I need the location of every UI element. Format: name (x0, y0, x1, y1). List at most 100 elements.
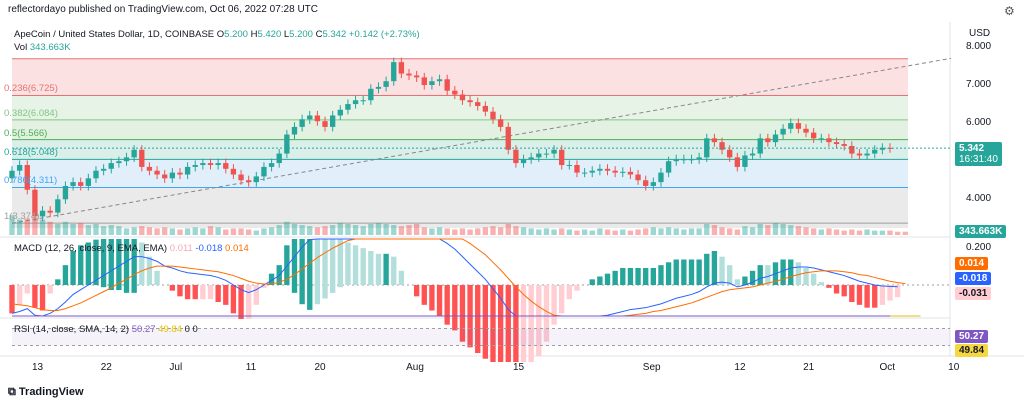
candle-body (833, 142, 840, 145)
candle-body (100, 168, 107, 171)
time-tick-label: 21 (803, 362, 815, 373)
candle-body (780, 128, 786, 135)
candle-body (810, 132, 817, 139)
macd-histogram-bar (879, 285, 886, 305)
rsi-title: RSI (14, close, SMA, 14, 2) (14, 324, 130, 335)
volume-bar (398, 226, 405, 235)
fib-zone (12, 187, 908, 228)
macd-histogram-bar (841, 285, 847, 297)
candle-body (177, 172, 183, 175)
trendline (11, 57, 952, 224)
volume-bar (528, 228, 534, 235)
macd-histogram-bar (337, 239, 343, 288)
macd-histogram-bar (383, 253, 389, 285)
macd-histogram-bar (70, 250, 76, 285)
macd-histogram-bar (215, 285, 221, 303)
macd-histogram-bar (612, 270, 618, 285)
volume-bar (177, 229, 183, 235)
volume-bar (322, 226, 328, 235)
macd-histogram-bar (673, 259, 679, 285)
macd-histogram-bar (421, 285, 427, 305)
tradingview-logo[interactable]: ⧉ TradingView (8, 386, 84, 399)
candle-body (39, 210, 46, 217)
candle-body (620, 171, 626, 173)
symbol-name: ApeCoin / United States Dollar, 1D, COIN… (14, 29, 215, 40)
candle-body (162, 174, 168, 179)
macd-histogram-bar (146, 256, 153, 285)
volume-bar (643, 228, 649, 235)
volume-bar (100, 226, 107, 235)
volume-bar (536, 229, 542, 235)
macd-histogram-bar (497, 285, 504, 362)
macd-signal-line (11, 238, 906, 317)
volume-bar (818, 229, 824, 235)
volume-bar (391, 225, 397, 235)
macd-histogram-bar (9, 285, 15, 314)
macd-histogram-bar (322, 239, 328, 299)
volume-bar (902, 231, 908, 235)
volume-bar (688, 228, 695, 235)
time-tick-label: 22 (100, 362, 112, 373)
macd-histogram-bar (665, 262, 672, 285)
settings-gear-icon[interactable]: ⚙ (1004, 4, 1015, 18)
volume-bar (192, 227, 198, 235)
candle-body (734, 157, 740, 167)
volume-bar (849, 229, 855, 235)
volume-bar (93, 224, 99, 235)
macd-histogram-bar (818, 282, 824, 285)
volume-bar (719, 227, 725, 235)
candle-body (62, 185, 69, 200)
candle-body (16, 165, 23, 171)
candle-body (268, 163, 275, 167)
candle-body (154, 170, 160, 175)
fib-level-label: 1(3.374) (4, 211, 40, 223)
macd-histogram-bar (604, 273, 611, 285)
volume-legend: Vol 343.663K (14, 42, 71, 53)
macd-histogram-bar (864, 285, 870, 308)
volume-bar (826, 228, 832, 235)
macd-histogram-bar (574, 285, 580, 291)
macd-histogram-bar (108, 239, 114, 291)
macd-histogram-bar (284, 245, 290, 285)
macd-histogram-bar (833, 285, 840, 294)
candle-body (528, 157, 534, 160)
macd-histogram-bar (230, 285, 237, 314)
candle-body (597, 168, 603, 171)
macd-histogram-bar (505, 285, 511, 362)
macd-histogram-bar (459, 285, 466, 342)
candle-body (856, 153, 863, 156)
candle-body (70, 182, 76, 186)
volume-bar (581, 229, 588, 235)
macd-histogram-bar (32, 285, 38, 308)
fib-level-label: 0.5(5.566) (4, 127, 48, 139)
candle-body (581, 172, 588, 174)
volume-bar (55, 224, 61, 235)
macd-line (11, 238, 898, 317)
macd-histogram-bar (352, 245, 359, 285)
time-tick-label: Jul (169, 362, 183, 373)
symbol-legend: ApeCoin / United States Dollar, 1D, COIN… (14, 29, 420, 40)
macd-histogram-bar (658, 265, 664, 285)
candle-body (742, 155, 748, 167)
candle-body (169, 172, 176, 179)
volume-bar (70, 224, 76, 235)
volume-bar (146, 227, 153, 235)
candle-body (322, 121, 328, 127)
price-tick-label: 6.000 (966, 117, 992, 129)
candle-body (696, 157, 702, 160)
macd-histogram-bar (39, 285, 46, 311)
candle-body (681, 159, 687, 161)
volume-bar (749, 227, 756, 235)
volume-bar (497, 227, 504, 235)
candle-body (864, 153, 870, 156)
volume-bar (856, 230, 863, 235)
macd-histogram-bar (261, 285, 267, 288)
macd-title: MACD (12, 26, close, 9, EMA, EMA) (14, 243, 168, 254)
macd-histogram-bar (803, 267, 809, 285)
price-tick-label: 8.000 (966, 40, 992, 52)
ohlc-high: 5.420 (257, 29, 282, 40)
fib-level-label: 0.618(5.048) (4, 147, 58, 159)
candle-body (299, 119, 305, 127)
candle-body (467, 100, 473, 103)
